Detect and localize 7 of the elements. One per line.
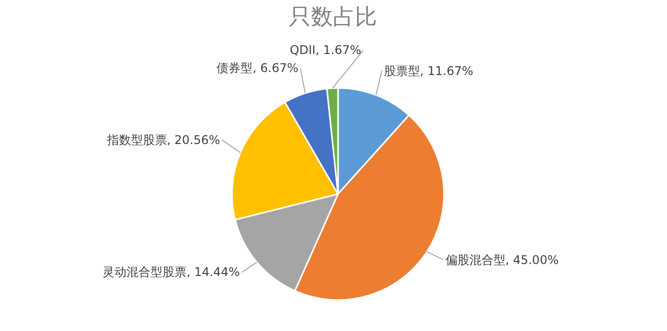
chart-title: 只数占比 (289, 5, 377, 30)
slice-label: 债券型, 6.67% (216, 60, 298, 76)
slice-label: 灵动混合型股票, 14.44% (102, 264, 240, 280)
slice-label: QDII, 1.67% (288, 42, 362, 58)
slice-label: 股票型, 11.67% (384, 62, 474, 78)
slice-label: 偏股混合型, 45.00% (445, 252, 560, 268)
slice-label: 指数型股票, 20.56% (106, 132, 220, 148)
